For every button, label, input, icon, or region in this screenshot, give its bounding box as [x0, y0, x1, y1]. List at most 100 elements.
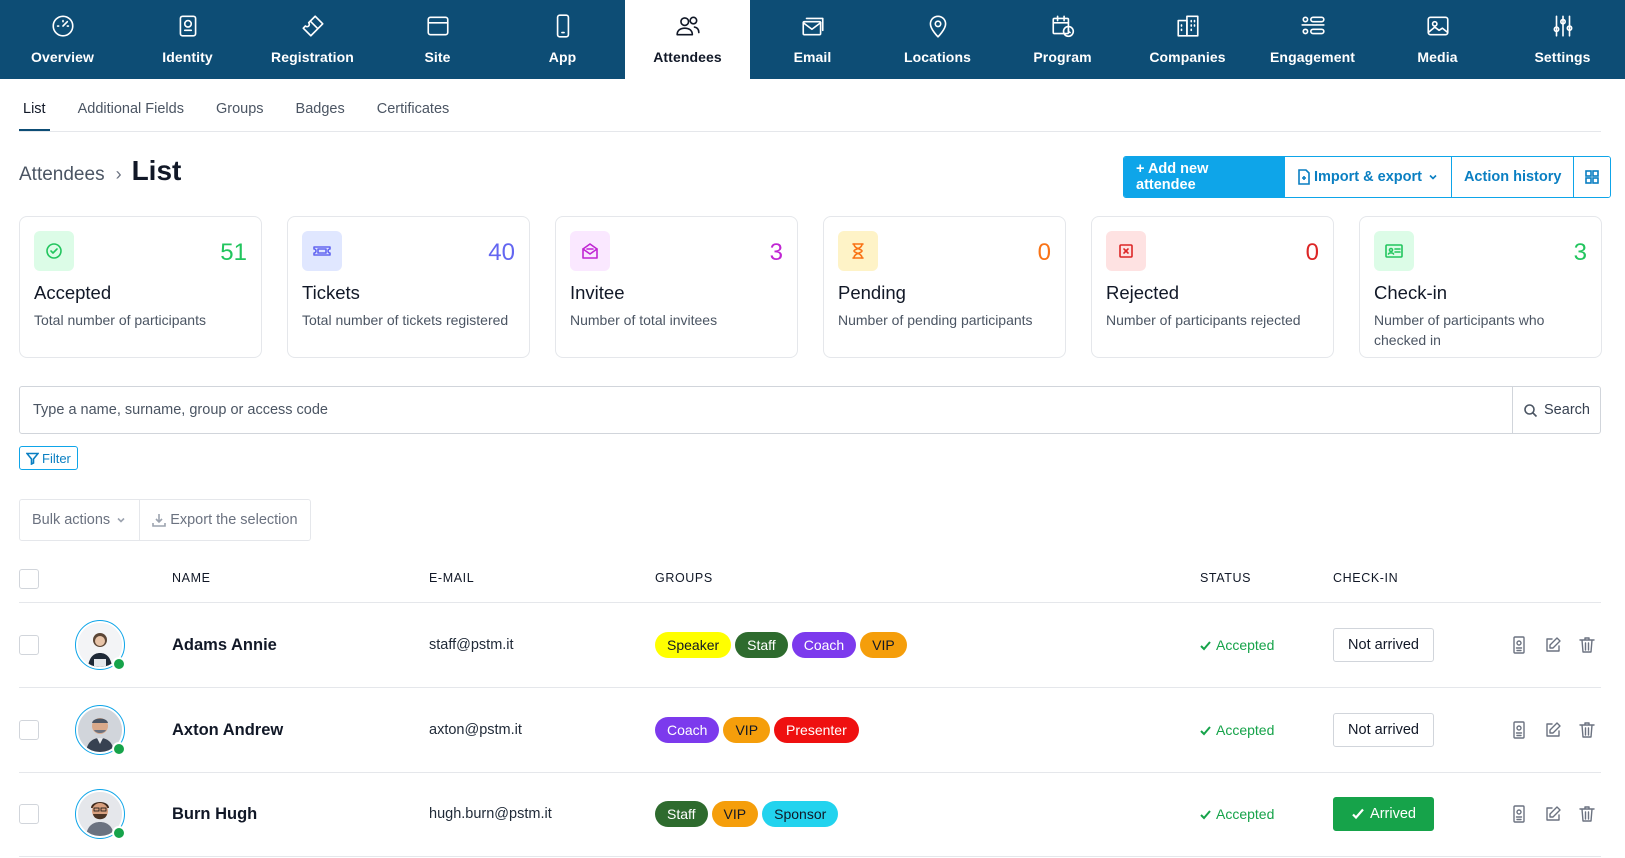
- id-card-icon: [1374, 231, 1414, 271]
- tab-certificates[interactable]: Certificates: [376, 101, 450, 117]
- import-export-button[interactable]: Import & export: [1284, 157, 1451, 197]
- nav-item-attendees[interactable]: Attendees: [625, 0, 750, 79]
- table-row: Adams Annie staff@pstm.it Speaker Staff …: [19, 603, 1601, 688]
- nav-item-email[interactable]: Email: [750, 0, 875, 79]
- breadcrumb-separator: ›: [115, 164, 122, 184]
- trash-icon[interactable]: [1577, 720, 1597, 740]
- select-all-checkbox[interactable]: [19, 569, 39, 589]
- search-button[interactable]: Search: [1512, 387, 1600, 433]
- avatar[interactable]: [75, 789, 126, 840]
- row-actions: [1509, 635, 1597, 655]
- group-tag: VIP: [723, 717, 771, 743]
- filter-button[interactable]: Filter: [19, 446, 78, 470]
- stat-title: Invitee: [570, 282, 625, 303]
- nav-item-identity[interactable]: Identity: [125, 0, 250, 79]
- stat-description: Total number of participants: [34, 312, 206, 328]
- nav-item-engagement[interactable]: Engagement: [1250, 0, 1375, 79]
- row-checkbox[interactable]: [19, 804, 39, 824]
- nav-item-registration[interactable]: Registration: [250, 0, 375, 79]
- edit-icon[interactable]: [1543, 635, 1563, 655]
- nav-item-companies[interactable]: Companies: [1125, 0, 1250, 79]
- badge-icon[interactable]: [1509, 635, 1529, 655]
- tab-list[interactable]: List: [19, 101, 50, 131]
- nav-label: Locations: [903, 49, 972, 65]
- tab-additional-fields[interactable]: Additional Fields: [77, 101, 184, 117]
- tab-groups[interactable]: Groups: [215, 101, 264, 117]
- column-header-status[interactable]: STATUS: [1200, 571, 1252, 585]
- add-attendee-button[interactable]: + Add new attendee: [1124, 157, 1284, 197]
- search-input[interactable]: [20, 387, 1512, 433]
- check-in-button[interactable]: Not arrived: [1333, 628, 1434, 662]
- attendee-name[interactable]: Burn Hugh: [172, 805, 258, 823]
- stat-title: Check-in: [1374, 282, 1447, 303]
- tab-badges[interactable]: Badges: [295, 101, 345, 117]
- map-pin-icon: [929, 15, 946, 38]
- import-export-label: Import & export: [1314, 169, 1422, 185]
- bulk-actions-dropdown[interactable]: Bulk actions: [20, 500, 139, 540]
- breadcrumb-parent[interactable]: Attendees: [19, 164, 105, 185]
- column-header-check-in[interactable]: CHECK-IN: [1333, 571, 1399, 585]
- avatar[interactable]: [75, 705, 126, 756]
- attendee-name[interactable]: Adams Annie: [172, 636, 277, 654]
- stat-card-rejected[interactable]: 0 Rejected Number of participants reject…: [1091, 216, 1334, 358]
- x-square-icon: [1106, 231, 1146, 271]
- check-in-label: Not arrived: [1348, 722, 1419, 738]
- hourglass-icon: [838, 231, 878, 271]
- check-in-button[interactable]: Arrived: [1333, 797, 1434, 831]
- stat-card-invitee[interactable]: 3 Invitee Number of total invitees: [555, 216, 798, 358]
- edit-icon[interactable]: [1543, 720, 1563, 740]
- mail-stack-icon: [801, 17, 824, 36]
- nav-item-locations[interactable]: Locations: [875, 0, 1000, 79]
- nav-label: Settings: [1534, 49, 1591, 65]
- badge-icon[interactable]: [1509, 720, 1529, 740]
- grid-view-button[interactable]: [1573, 157, 1611, 197]
- avatar[interactable]: [75, 620, 126, 671]
- search-icon: [1524, 403, 1538, 417]
- file-import-icon: [1298, 169, 1310, 185]
- stat-value: 40: [488, 239, 515, 266]
- table-header: NAME E-MAIL GROUPS STATUS CHECK-IN: [19, 563, 1601, 603]
- stat-description: Number of participants rejected: [1106, 312, 1301, 328]
- bulk-actions-label: Bulk actions: [32, 512, 111, 528]
- table-row: Burn Hugh hugh.burn@pstm.it Staff VIP Sp…: [19, 772, 1601, 857]
- chevron-down-icon: [1429, 174, 1437, 180]
- row-checkbox[interactable]: [19, 635, 39, 655]
- stat-value: 0: [1305, 239, 1319, 266]
- list-people-icon: [1300, 16, 1325, 35]
- check-in-button[interactable]: Not arrived: [1333, 713, 1434, 747]
- buildings-icon: [1176, 15, 1199, 37]
- stat-card-pending[interactable]: 0 Pending Number of pending participants: [823, 216, 1066, 358]
- browser-window-icon: [426, 16, 449, 36]
- row-checkbox[interactable]: [19, 720, 39, 740]
- nav-item-app[interactable]: App: [500, 0, 625, 79]
- stat-value: 0: [1037, 239, 1051, 266]
- column-header-email[interactable]: E-MAIL: [429, 571, 475, 585]
- column-header-groups[interactable]: GROUPS: [655, 571, 713, 585]
- check-in-label: Arrived: [1370, 806, 1416, 822]
- stat-card-accepted[interactable]: 51 Accepted Total number of participants: [19, 216, 262, 358]
- nav-item-site[interactable]: Site: [375, 0, 500, 79]
- stat-title: Accepted: [34, 282, 112, 303]
- stat-card-check-in[interactable]: 3 Check-in Number of participants who ch…: [1359, 216, 1602, 358]
- nav-item-settings[interactable]: Settings: [1500, 0, 1625, 79]
- attendee-name[interactable]: Axton Andrew: [172, 721, 284, 739]
- nav-label: Companies: [1149, 49, 1226, 65]
- edit-icon[interactable]: [1543, 804, 1563, 824]
- export-selection-button[interactable]: Export the selection: [139, 500, 309, 540]
- stat-card-tickets[interactable]: 40 Tickets Total number of tickets regis…: [287, 216, 530, 358]
- group-tag: VIP: [711, 801, 759, 827]
- nav-item-media[interactable]: Media: [1375, 0, 1500, 79]
- trash-icon[interactable]: [1577, 804, 1597, 824]
- nav-item-overview[interactable]: Overview: [0, 0, 125, 79]
- column-header-name[interactable]: NAME: [172, 571, 211, 585]
- group-tag: Staff: [735, 632, 788, 658]
- nav-label: Identity: [162, 49, 213, 65]
- action-history-button[interactable]: Action history: [1450, 157, 1574, 197]
- status-badge: Accepted: [1199, 637, 1274, 653]
- top-navigation: Overview Identity Registration Site App …: [0, 0, 1625, 79]
- status-label: Accepted: [1216, 637, 1275, 653]
- attendee-email: axton@pstm.it: [429, 722, 522, 738]
- badge-icon[interactable]: [1509, 804, 1529, 824]
- nav-item-program[interactable]: Program: [1000, 0, 1125, 79]
- trash-icon[interactable]: [1577, 635, 1597, 655]
